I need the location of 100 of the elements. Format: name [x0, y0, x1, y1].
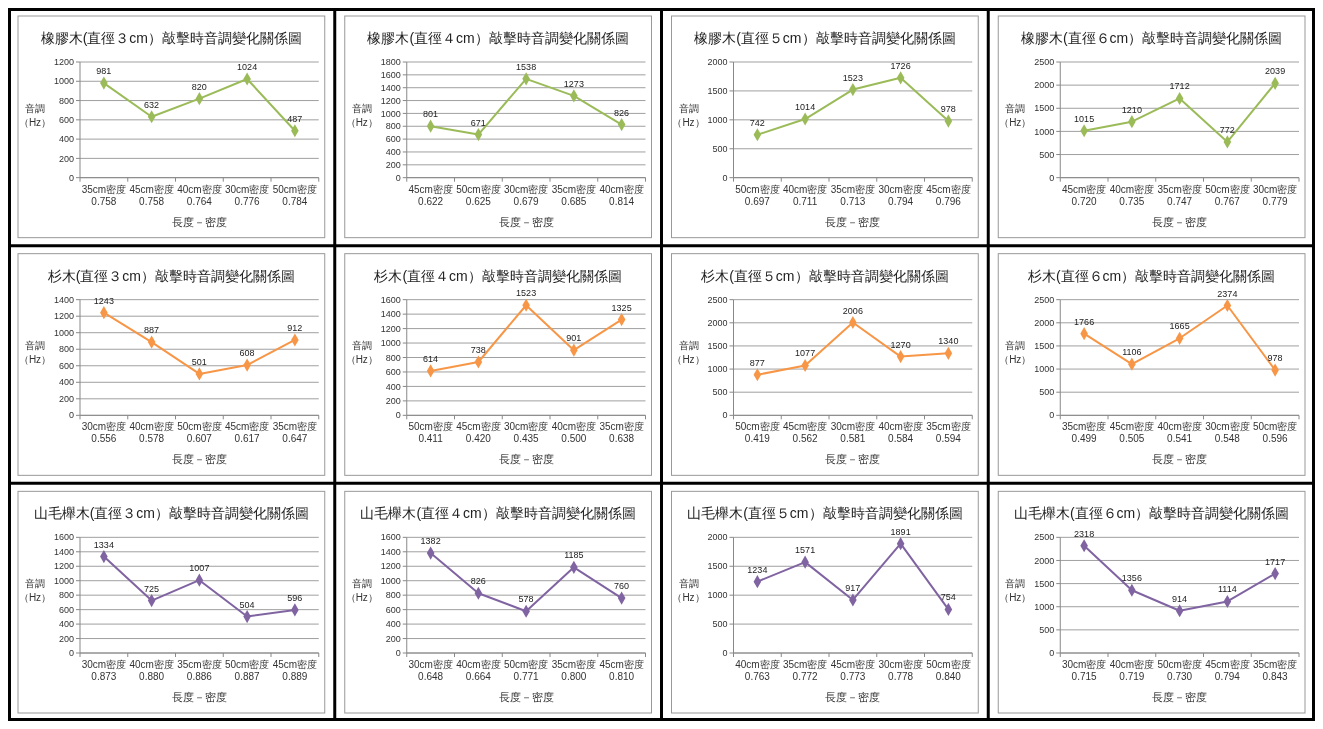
data-label: 1712 [1169, 81, 1190, 92]
y-tick-label: 1000 [53, 76, 74, 87]
data-label: 1273 [563, 78, 584, 89]
y-axis-title: 音調（Hz） [672, 340, 705, 366]
x-tick-label: 40cm密度0.735 [1109, 183, 1155, 207]
x-tick-label: 35cm密度0.843 [1252, 659, 1298, 682]
y-tick-label: 200 [385, 396, 401, 407]
y-tick-label: 600 [58, 604, 74, 615]
data-label: 725 [144, 583, 160, 594]
x-tick-label: 35cm密度0.886 [177, 659, 222, 682]
y-axis-title: 音調（Hz） [345, 340, 378, 366]
x-axis-title: 長度－密度 [1152, 453, 1208, 466]
x-tick-label: 40cm密度0.814 [599, 183, 644, 207]
x-tick-label: 50cm密度0.596 [1252, 421, 1298, 445]
x-tick-label: 40cm密度0.578 [129, 421, 174, 445]
y-tick-label: 500 [712, 143, 728, 154]
x-tick-label: 30cm密度0.873 [81, 659, 127, 682]
y-axis-title: 音調（Hz） [672, 102, 705, 128]
y-tick-label: 1000 [53, 575, 74, 586]
data-label: 887 [144, 325, 160, 336]
y-tick-label: 400 [58, 619, 74, 630]
y-tick-label: 500 [712, 619, 728, 630]
x-tick-label: 40cm密度0.880 [129, 659, 174, 682]
y-tick-label: 1600 [380, 294, 401, 305]
y-tick-label: 0 [722, 172, 728, 183]
data-label: 978 [940, 104, 956, 115]
y-tick-label: 1000 [1034, 126, 1055, 137]
x-tick-label: 50cm密度0.887 [224, 659, 270, 682]
y-tick-label: 0 [722, 410, 728, 421]
x-axis-title: 長度－密度 [498, 215, 554, 228]
x-tick-label: 50cm密度0.411 [408, 421, 453, 445]
y-tick-label: 800 [385, 590, 401, 601]
y-tick-label: 1400 [380, 546, 401, 557]
y-tick-label: 2500 [1034, 294, 1055, 305]
x-tick-label: 30cm密度0.679 [503, 183, 549, 207]
data-label: 1523 [842, 72, 863, 83]
y-tick-label: 500 [1039, 149, 1055, 160]
chart-title: 山毛櫸木(直徑４cm）敲擊時音調變化關係圖 [360, 505, 636, 522]
chart-title: 橡膠木(直徑４cm）敲擊時音調變化關係圖 [367, 30, 629, 46]
x-tick-label: 40cm密度0.541 [1157, 421, 1202, 445]
y-axis-title: 音調（Hz） [999, 102, 1032, 128]
data-label: 1234 [747, 564, 768, 575]
x-tick-label: 50cm密度0.771 [503, 659, 549, 682]
y-tick-label: 1200 [53, 57, 74, 68]
data-label: 1891 [890, 526, 911, 537]
y-axis-title: 音調（Hz） [999, 340, 1032, 366]
data-label: 2318 [1074, 528, 1095, 539]
data-label: 1007 [189, 563, 210, 574]
chart-title: 山毛櫸木(直徑３cm）敲擊時音調變化關係圖 [33, 505, 310, 522]
data-label: 760 [614, 581, 630, 592]
data-label: 671 [470, 117, 486, 128]
y-tick-label: 2000 [707, 317, 728, 328]
y-tick-label: 2000 [1034, 80, 1055, 91]
chart-title: 橡膠木(直徑６cm）敲擊時音調變化關係圖 [1020, 30, 1283, 46]
data-label: 1766 [1074, 316, 1095, 327]
x-axis-title: 長度－密度 [825, 691, 881, 703]
y-tick-label: 600 [385, 367, 401, 378]
y-tick-label: 1500 [1034, 578, 1055, 589]
x-axis-title: 長度－密度 [825, 215, 881, 228]
y-tick-label: 1000 [707, 114, 728, 125]
x-axis-title: 長度－密度 [1152, 215, 1208, 228]
x-tick-label: 30cm密度0.581 [830, 421, 876, 445]
chart-title: 杉木(直徑４cm）敲擊時音調變化關係圖 [373, 267, 622, 284]
data-label: 501 [191, 356, 207, 367]
x-tick-label: 30cm密度0.794 [878, 183, 923, 207]
y-tick-label: 500 [1039, 387, 1055, 398]
data-label: 2374 [1217, 288, 1238, 299]
x-axis-title: 長度－密度 [498, 691, 554, 703]
chart-title: 山毛櫸木(直徑６cm）敲擊時音調變化關係圖 [1013, 505, 1290, 522]
data-label: 614 [423, 353, 439, 364]
data-label: 917 [845, 582, 861, 593]
y-tick-label: 1400 [53, 546, 74, 557]
y-tick-label: 1000 [380, 575, 401, 586]
y-tick-label: 1400 [53, 294, 74, 305]
x-tick-label: 50cm密度0.767 [1205, 183, 1250, 207]
x-tick-label: 50cm密度0.730 [1157, 659, 1202, 682]
y-tick-label: 400 [385, 381, 401, 392]
y-tick-label: 800 [58, 590, 74, 601]
data-label: 754 [940, 592, 956, 603]
y-tick-label: 200 [58, 153, 74, 164]
x-tick-label: 35cm密度0.800 [551, 659, 597, 682]
x-tick-label: 45cm密度0.889 [272, 659, 318, 682]
y-tick-label: 800 [58, 95, 74, 106]
x-axis-title: 長度－密度 [171, 215, 227, 228]
y-axis-title: 音調（Hz） [345, 578, 378, 604]
y-axis-title: 音調（Hz） [999, 578, 1032, 604]
data-label: 1024 [237, 61, 258, 72]
y-tick-label: 1200 [380, 561, 401, 572]
y-tick-label: 0 [68, 172, 74, 183]
y-tick-label: 0 [1049, 648, 1055, 659]
x-tick-label: 40cm密度0.664 [456, 659, 501, 682]
y-tick-label: 1500 [707, 341, 728, 352]
y-tick-label: 1000 [380, 108, 401, 119]
x-tick-label: 45cm密度0.810 [599, 659, 644, 682]
y-tick-label: 1600 [380, 532, 401, 543]
x-tick-label: 40cm密度0.584 [878, 421, 923, 445]
data-label: 912 [287, 322, 303, 333]
y-tick-label: 200 [385, 159, 401, 170]
x-tick-label: 50cm密度0.625 [456, 183, 501, 207]
y-axis-title: 音調（Hz） [672, 578, 705, 604]
